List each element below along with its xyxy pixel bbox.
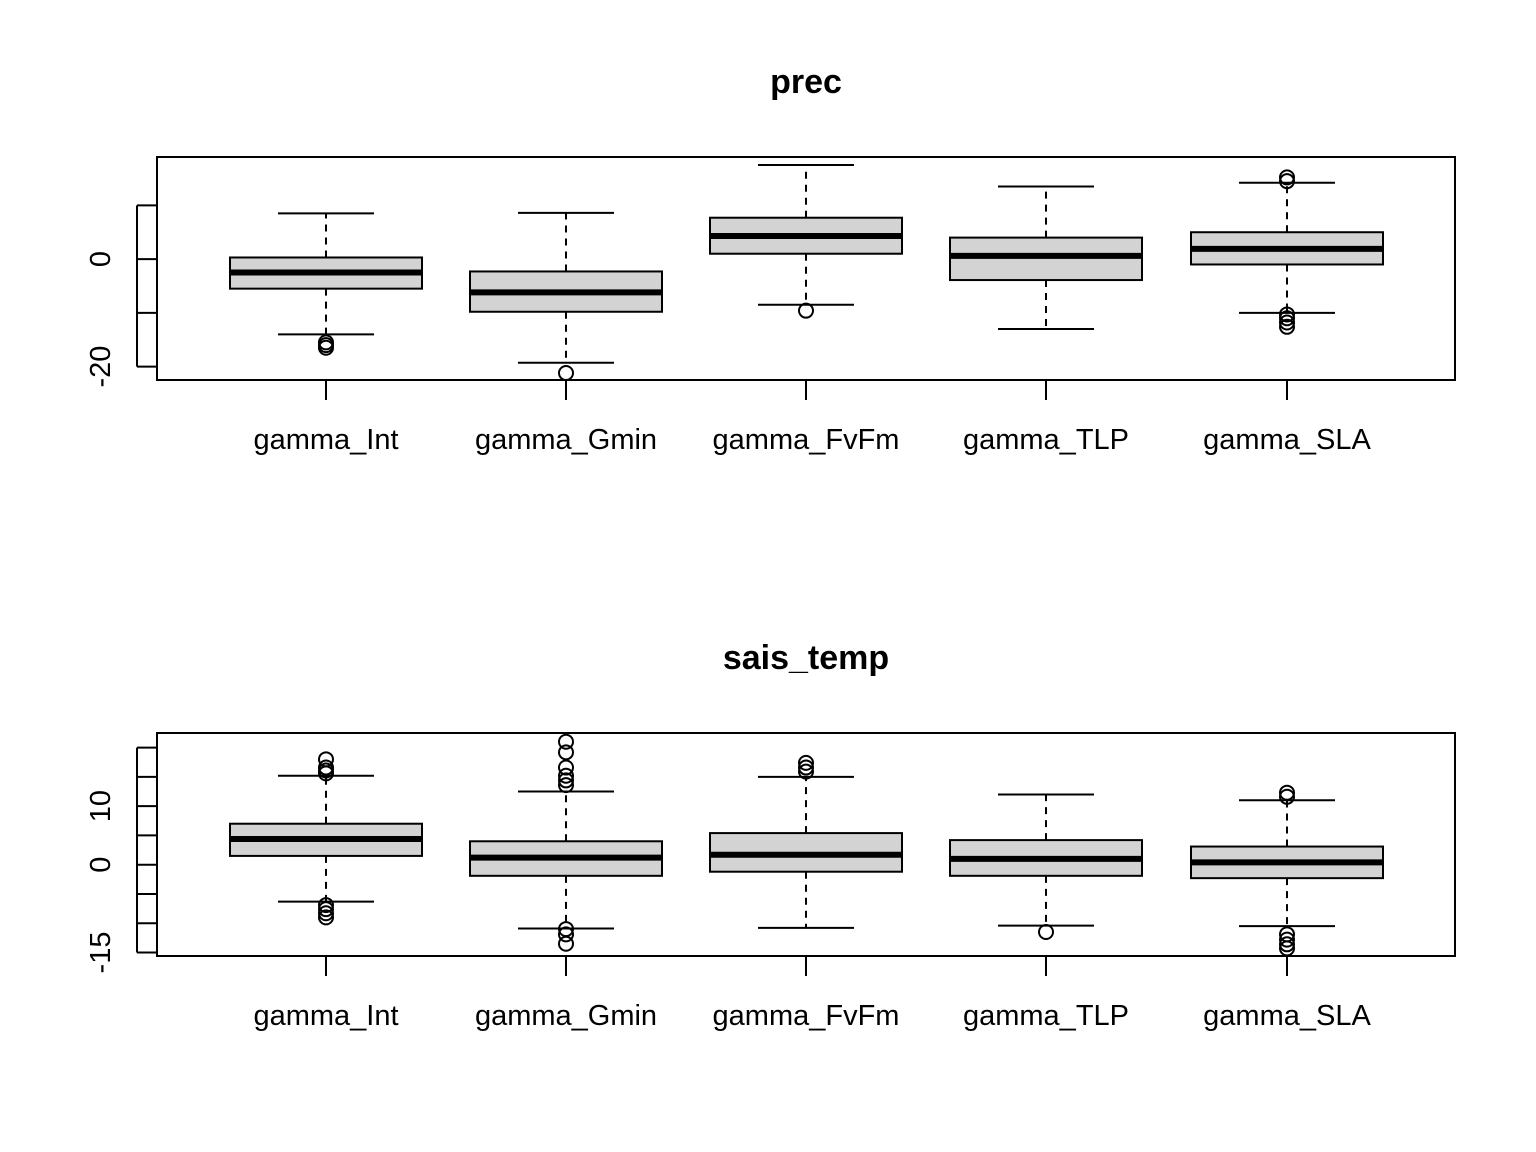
outlier-point [318, 909, 334, 926]
outlier-point [1279, 940, 1295, 957]
x-tick-label: gamma_Int [253, 1000, 398, 1032]
outlier-point [318, 897, 334, 914]
outlier-point [1038, 924, 1054, 941]
box-gamma_TLP [949, 793, 1143, 941]
box-gamma_FvFm [709, 754, 903, 929]
outlier-point [558, 759, 574, 776]
y-tick-label: 0 [85, 857, 117, 873]
outlier-point [1279, 173, 1295, 190]
outlier-point [798, 302, 814, 319]
outlier-point [1279, 788, 1295, 805]
box-gamma_Gmin [469, 733, 663, 952]
boxes [229, 164, 1384, 382]
x-axis: gamma_Int gamma_Gmin gamma_FvFm gamma_TLP ga… [253, 380, 1371, 456]
box-gamma_FvFm [709, 164, 903, 319]
x-tick-label: gamma_TLP [963, 424, 1129, 456]
x-axis: gamma_Int gamma_Gmin gamma_FvFm gamma_TLP ga… [253, 956, 1371, 1032]
outlier-point [318, 339, 334, 356]
y-tick-label: -15 [85, 932, 117, 974]
x-tick-label: gamma_FvFm [713, 424, 900, 456]
x-tick-label: gamma_SLA [1203, 1000, 1371, 1032]
box-gamma_Int [229, 751, 423, 926]
outlier-point [318, 765, 334, 782]
chart-title: sais_temp [723, 639, 889, 677]
outlier-point [558, 365, 574, 382]
y-axis: -15 0 10 [85, 746, 157, 974]
outlier-point [558, 935, 574, 952]
boxes [229, 733, 1384, 957]
box-gamma_Int [229, 212, 423, 356]
outlier-point [558, 744, 574, 761]
x-tick-label: gamma_Int [253, 424, 398, 456]
outlier-point [798, 759, 814, 776]
outlier-point [558, 733, 574, 750]
box-gamma_Gmin [469, 211, 663, 382]
y-tick-label: 10 [85, 790, 117, 822]
outlier-point [798, 763, 814, 780]
panel-prec: prec -200 gamma_Int gamma_Gmin gamma_FvFm g… [85, 63, 1456, 456]
outlier-point [558, 926, 574, 943]
x-tick-label: gamma_SLA [1203, 424, 1371, 456]
box-gamma_SLA [1190, 169, 1384, 335]
box-gamma_TLP [949, 185, 1143, 330]
outlier-point [1279, 310, 1295, 327]
outlier-point [1279, 784, 1295, 801]
outlier-point [558, 777, 574, 794]
x-tick-label: gamma_Gmin [475, 424, 657, 456]
outlier-point [1279, 318, 1295, 335]
outlier-point [558, 772, 574, 789]
outlier-point [798, 754, 814, 771]
outlier-point [1279, 936, 1295, 953]
x-tick-label: gamma_Gmin [475, 1000, 657, 1032]
outlier-point [1279, 314, 1295, 331]
box-gamma_SLA [1190, 784, 1384, 957]
x-tick-label: gamma_TLP [963, 1000, 1129, 1032]
outlier-point [318, 905, 334, 922]
chart-title: prec [770, 63, 842, 101]
y-tick-label: -20 [85, 346, 117, 388]
outlier-point [558, 767, 574, 784]
y-tick-label: 0 [85, 251, 117, 267]
x-tick-label: gamma_FvFm [713, 1000, 900, 1032]
y-axis: -20 0 [85, 204, 157, 388]
outlier-point [318, 901, 334, 918]
outlier-point [1279, 931, 1295, 948]
